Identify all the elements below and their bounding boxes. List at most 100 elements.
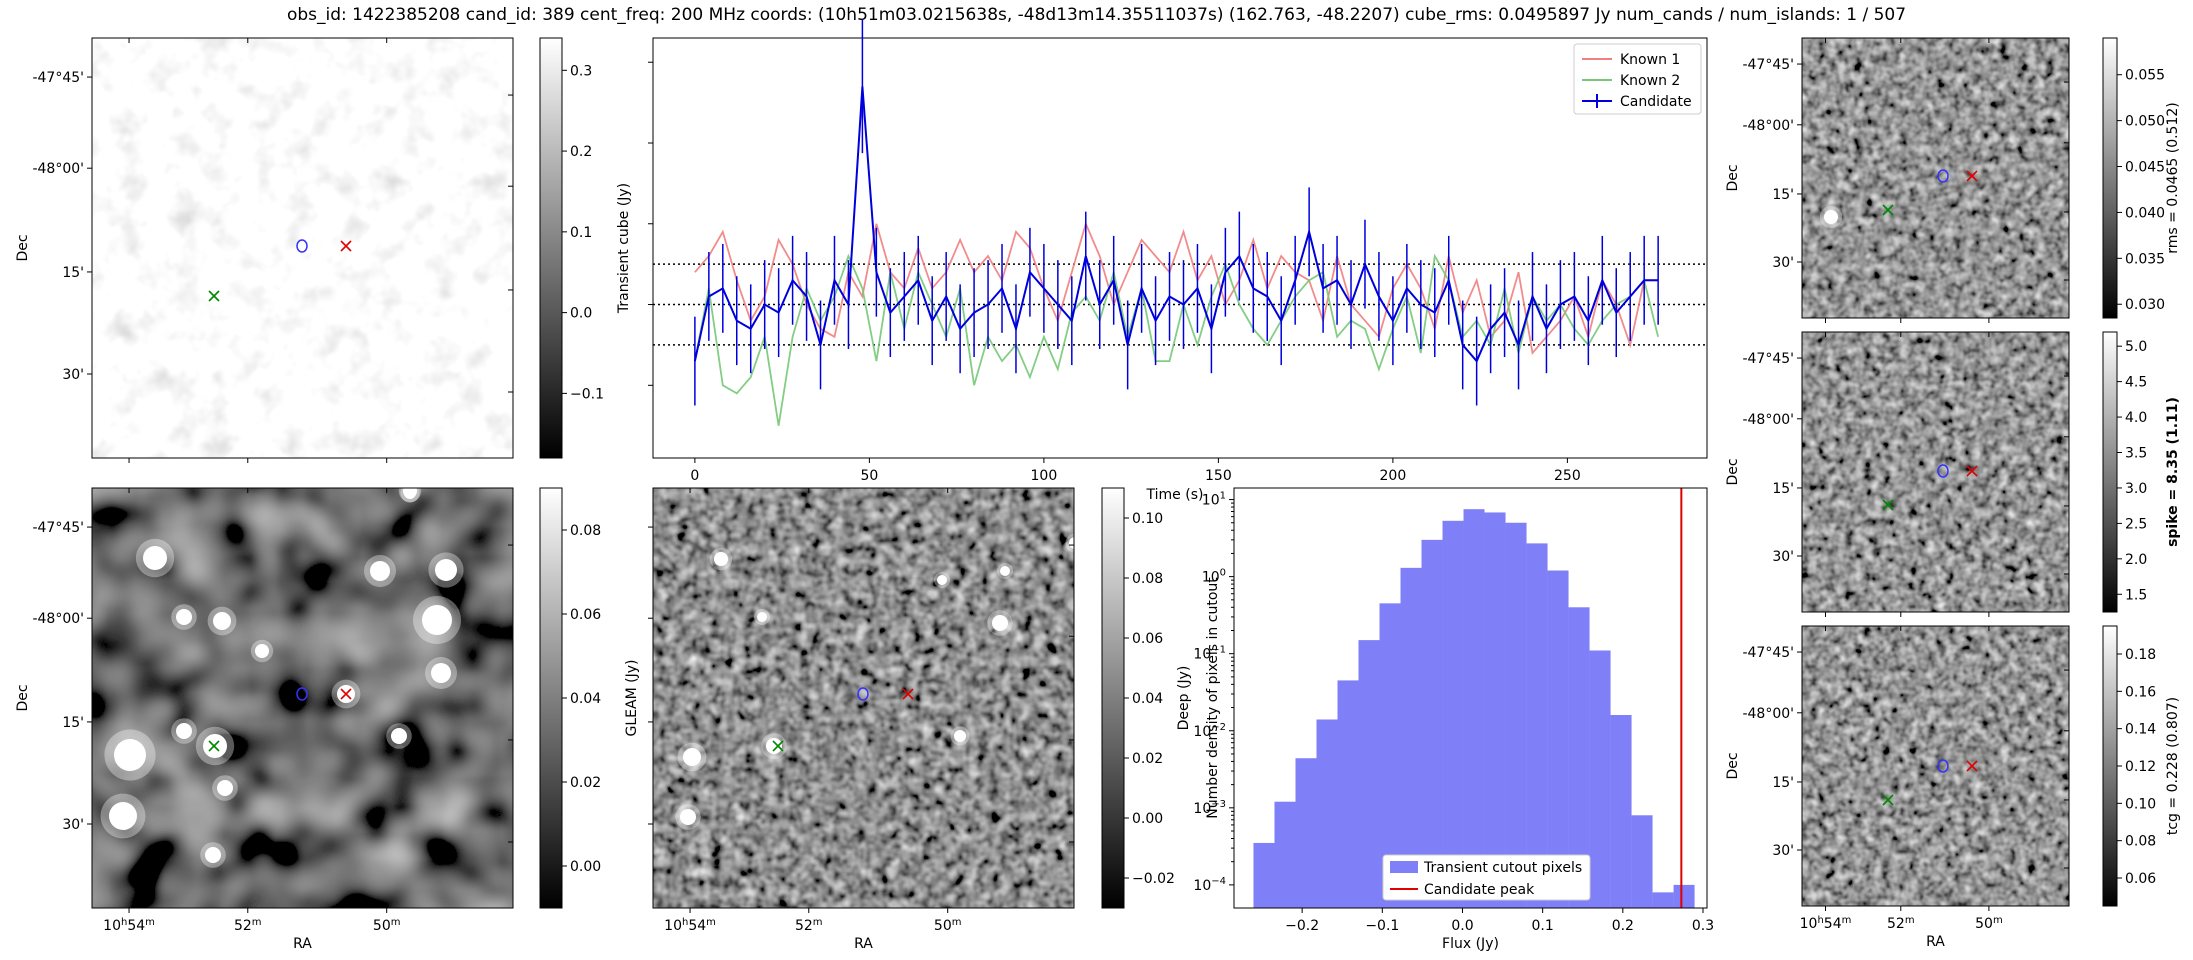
- colorbar-label: spike = 8.35 (1.11): [2165, 397, 2181, 547]
- colorbar-tick-label: 3.5: [2125, 446, 2147, 462]
- series-line-known-1: [694, 221, 1659, 356]
- colorbar-tick-label: 0.3: [570, 63, 592, 79]
- colorbar-gradient: [2102, 331, 2118, 613]
- known-1-marker: [1966, 760, 1978, 772]
- source-blob: [757, 612, 767, 622]
- histogram-bar: [1484, 512, 1506, 908]
- colorbar-tick-label: 0.18: [2125, 647, 2156, 663]
- dec-axis-label: Dec: [15, 234, 31, 261]
- legend-box: [1382, 854, 1591, 901]
- x-tick-label: −0.2: [1285, 918, 1319, 934]
- source-blob: [766, 738, 782, 754]
- dec-tick-label: 15': [1772, 187, 1794, 203]
- source-blob: [370, 561, 390, 581]
- ra-tick-label-52m: 52m: [1887, 915, 1915, 932]
- legend-swatch: [1390, 861, 1418, 873]
- colorbar-tick-label: 4.0: [2125, 410, 2147, 426]
- histogram-bar: [1463, 509, 1485, 908]
- known-2-marker: [772, 740, 784, 752]
- colorbar-tick-label: −0.02: [1132, 871, 1175, 887]
- legend-label: Candidate peak: [1424, 882, 1535, 898]
- y-tick-label: 10−4: [1193, 876, 1226, 894]
- image-frame: [1801, 331, 2070, 613]
- legend-label: Candidate: [1620, 94, 1692, 110]
- ra-axis-label: RA: [293, 936, 312, 952]
- colorbar-tick-label: 1.5: [2125, 587, 2147, 603]
- colorbar-gradient: [539, 37, 563, 459]
- colorbar-gradient: [1101, 487, 1125, 909]
- colorbar-tick-label: 0.10: [2125, 796, 2156, 812]
- colorbar-tick-label: 0.06: [570, 607, 601, 623]
- source-blob: [143, 546, 167, 570]
- x-tick-label: −0.1: [1365, 918, 1399, 934]
- colorbar-label: tcg = 0.228 (0.807): [2165, 697, 2181, 835]
- histogram-bar: [1253, 842, 1275, 908]
- colorbar-tick-label: 0.02: [1132, 751, 1163, 767]
- y-tick-label: 10−2: [1193, 722, 1226, 740]
- x-tick-label: 250: [1554, 468, 1581, 484]
- source-blob: [431, 663, 451, 683]
- histogram-bar: [1316, 719, 1338, 908]
- source-blob: [255, 644, 269, 658]
- image-frame: [652, 487, 1075, 909]
- source-blob: [176, 609, 192, 625]
- colorbar-label: Transient cube (Jy): [616, 183, 632, 314]
- image-rms: [1802, 38, 2069, 318]
- candidate-marker: [296, 687, 308, 701]
- image-deep: [653, 488, 1074, 908]
- y-tick-label: 10−3: [1193, 799, 1226, 817]
- known-2-marker: [1882, 204, 1894, 216]
- colorbar-tick-label: 5.0: [2125, 339, 2147, 355]
- image-transient: [92, 38, 513, 458]
- histogram-legend: Transient cutout pixels Candidate peak: [1382, 854, 1591, 901]
- image-noise: [1802, 38, 2069, 318]
- image-frame: [1801, 625, 2070, 907]
- image-gleam: [92, 488, 513, 908]
- dec-tick-label: 30': [1772, 255, 1794, 271]
- known-1-marker: [340, 688, 352, 700]
- x-axis-label: Flux (Jy): [1442, 936, 1499, 952]
- legend-box: [1573, 43, 1702, 115]
- colorbar-tick-label: 0.2: [570, 144, 592, 160]
- histogram-bar: [1505, 522, 1527, 908]
- image-panel-deep: 10h54m 52m 50m RA: [648, 487, 1075, 952]
- dec-tick-label: 15': [1772, 775, 1794, 791]
- source-blob: [954, 730, 966, 742]
- colorbar-tick-label: 0.045: [2125, 160, 2165, 176]
- colorbar-tick-label: 3.0: [2125, 481, 2147, 497]
- source-blob: [109, 802, 137, 830]
- legend-label: Transient cutout pixels: [1423, 860, 1582, 876]
- dec-tick-label: -48°00': [32, 161, 84, 177]
- dec-tick-label: 30': [62, 367, 84, 383]
- source-blob: [992, 615, 1008, 631]
- colorbar-gradient: [2102, 625, 2118, 907]
- colorbar-tick-label: 0.16: [2125, 684, 2156, 700]
- source-blob: [714, 552, 728, 566]
- image-panel-spike: -47°45' -48°00' 15' 30' Dec: [1725, 331, 2070, 617]
- y-tick-label: 100: [1202, 568, 1226, 586]
- ra-tick-label-50m: 50m: [373, 917, 401, 934]
- colorbar-tick-label: 0.14: [2125, 722, 2156, 738]
- colorbar-tick-label: 0.055: [2125, 68, 2165, 84]
- source-blob: [391, 728, 407, 744]
- dec-tick-label: -47°45': [32, 70, 84, 86]
- colorbar-tick-label: 0.0: [570, 306, 592, 322]
- source-blob: [683, 748, 701, 766]
- colorbar-tick-label: 0.035: [2125, 251, 2165, 267]
- source-blob: [1069, 537, 1074, 549]
- image-frame: [1801, 37, 2070, 319]
- legend-label: Known 2: [1620, 73, 1680, 89]
- series-line-known-2: [694, 253, 1659, 426]
- colorbar-tick-label: 0.10: [1132, 511, 1163, 527]
- colorbar-tick-label: 0.030: [2125, 297, 2165, 313]
- ra-tick-label-10h54m: 10h54m: [1800, 915, 1852, 932]
- ra-tick-label-52m: 52m: [795, 917, 823, 934]
- dec-tick-label: 15': [62, 715, 84, 731]
- image-panel-gleam: -47°45' -48°00' 15' 30' Dec 10h54m 52m 50m RA: [15, 487, 514, 952]
- colorbar-tick-label: 0.040: [2125, 205, 2165, 221]
- x-tick-label: 200: [1380, 468, 1407, 484]
- dec-tick-label: 15': [62, 265, 84, 281]
- colorbar-tick-label: 2.5: [2125, 516, 2147, 532]
- histogram-bar: [1295, 758, 1317, 908]
- colorbar-tick-label: 0.04: [570, 691, 601, 707]
